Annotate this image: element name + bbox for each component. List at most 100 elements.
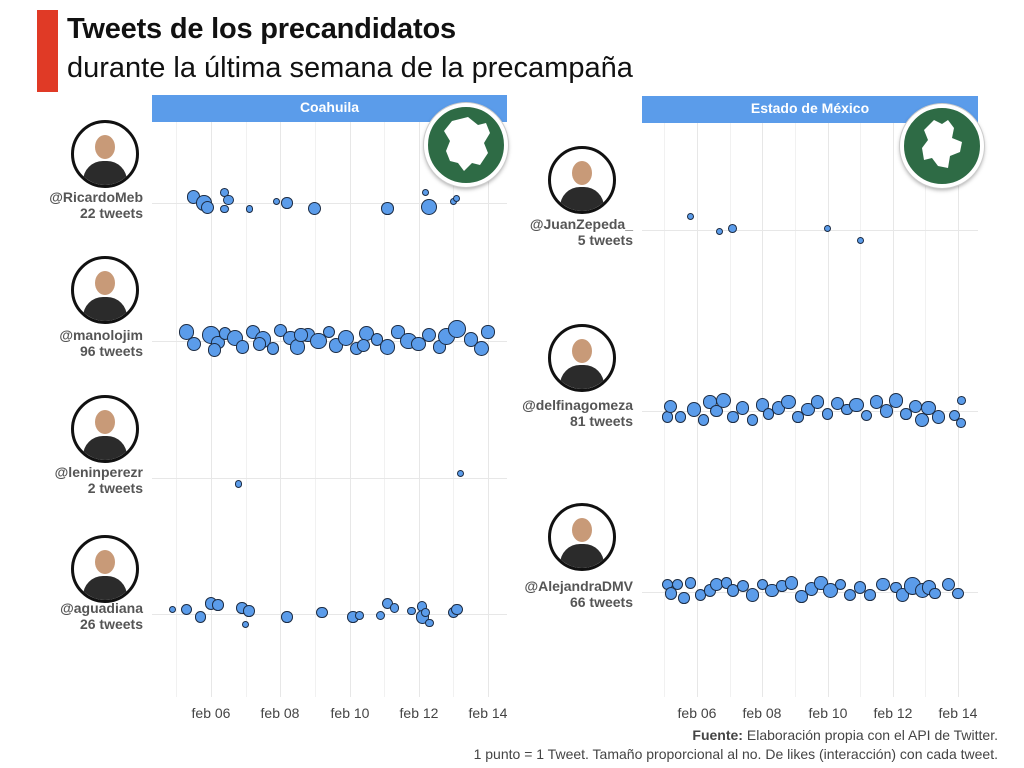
tweet-point — [879, 404, 893, 418]
candidate-handle: @leninperezr — [54, 464, 143, 480]
source-bold: Fuente: — [692, 727, 743, 743]
candidate-tweet-count: 81 tweets — [569, 413, 633, 429]
tweet-point — [664, 587, 678, 600]
avatar-body — [83, 576, 127, 600]
tweet-point — [356, 338, 370, 353]
gridline-day — [384, 122, 385, 697]
source-text: Elaboración propia con el API de Twitter… — [742, 727, 998, 743]
candidate-tweet-count: 22 tweets — [79, 205, 143, 221]
tweet-point — [379, 339, 396, 355]
avatar-head — [95, 135, 115, 159]
ricardomeb-avatar — [71, 120, 139, 188]
tweet-point — [727, 411, 739, 423]
tweet-point — [223, 194, 234, 206]
aguadiana-avatar — [71, 535, 139, 603]
tweet-point — [200, 200, 215, 215]
avatar-head — [95, 410, 115, 434]
candidate-tweet-count: 26 tweets — [79, 616, 143, 632]
tweet-point — [424, 618, 434, 628]
x-tick-label: feb 08 — [260, 705, 300, 721]
tweet-point — [308, 201, 322, 215]
tweet-point — [421, 608, 431, 617]
tweet-point — [355, 611, 365, 620]
tweet-point — [220, 204, 230, 214]
tweet-point — [252, 337, 267, 351]
gridline-day — [893, 123, 894, 697]
x-tick-label: feb 06 — [191, 705, 231, 721]
avatar-body — [83, 436, 127, 460]
candidate-handle: @RicardoMeb — [49, 189, 143, 205]
tweet-point — [322, 325, 335, 339]
x-tick-label: feb 12 — [399, 705, 439, 721]
tweet-point — [876, 577, 890, 592]
tweet-point — [338, 330, 354, 346]
tweet-point — [792, 411, 804, 423]
tweet-point — [869, 395, 884, 409]
row-baseline — [152, 478, 507, 479]
title-accent-bar — [37, 10, 58, 92]
tweet-point — [671, 578, 684, 591]
state-badge-1 — [900, 104, 984, 188]
tweet-point — [952, 587, 964, 600]
tweet-point — [235, 480, 243, 488]
tweet-point — [823, 224, 831, 232]
tweet-point — [661, 411, 674, 423]
gridline-day — [795, 123, 796, 697]
tweet-point — [736, 401, 750, 415]
tweet-point — [716, 227, 724, 235]
tweet-point — [664, 399, 678, 414]
candidate-tweet-count: 96 tweets — [79, 343, 143, 359]
avatar-body — [560, 544, 604, 568]
tweet-point — [179, 324, 195, 340]
tweet-point — [830, 396, 844, 411]
state-badge-0 — [424, 103, 508, 187]
tweet-point — [720, 577, 733, 589]
source-note: 1 punto = 1 Tweet. Tamaño proporcional a… — [473, 746, 998, 762]
tweet-point — [697, 414, 710, 426]
avatar-head — [95, 271, 115, 295]
x-tick-label: feb 12 — [873, 705, 913, 721]
tweet-point — [194, 611, 207, 623]
gridline-day — [280, 122, 281, 697]
tweet-point — [381, 202, 394, 215]
juanzepeda-avatar — [548, 146, 616, 214]
tweet-point — [844, 588, 857, 602]
avatar-body — [83, 161, 127, 185]
gridline-day — [488, 122, 489, 697]
tweet-point — [941, 577, 955, 592]
edomex-map-icon — [922, 120, 962, 168]
tweet-point — [715, 393, 731, 408]
tweet-point — [243, 605, 255, 617]
tweet-point — [674, 411, 687, 423]
tweet-point — [212, 599, 224, 611]
coahuila-map-icon — [444, 117, 490, 171]
x-tick-label: feb 08 — [742, 705, 782, 721]
tweet-point — [849, 397, 865, 413]
x-tick-label: feb 14 — [938, 705, 978, 721]
tweet-point — [294, 328, 308, 342]
x-tick-label: feb 14 — [468, 705, 508, 721]
tweet-point — [864, 589, 876, 601]
tweet-point — [421, 198, 438, 215]
gridline-day — [419, 122, 420, 697]
tweet-point — [473, 341, 489, 356]
tweet-point — [710, 404, 723, 418]
tweet-point — [456, 469, 464, 477]
tweet-point — [929, 587, 941, 600]
tweet-point — [686, 402, 701, 417]
tweet-point — [823, 583, 839, 598]
x-tick-label: feb 10 — [330, 705, 370, 721]
tweet-point — [821, 408, 834, 420]
gridline-day — [211, 122, 212, 697]
tweet-point — [186, 336, 201, 352]
avatar-head — [572, 518, 592, 542]
gridline-day — [958, 123, 959, 697]
row-baseline — [642, 230, 978, 231]
avatar-head — [95, 550, 115, 574]
tweet-point — [448, 320, 466, 338]
tweet-point — [422, 327, 437, 343]
tweet-point — [273, 197, 281, 205]
tweet-point — [853, 581, 867, 594]
tweet-point — [245, 205, 253, 213]
row-baseline — [152, 203, 507, 204]
